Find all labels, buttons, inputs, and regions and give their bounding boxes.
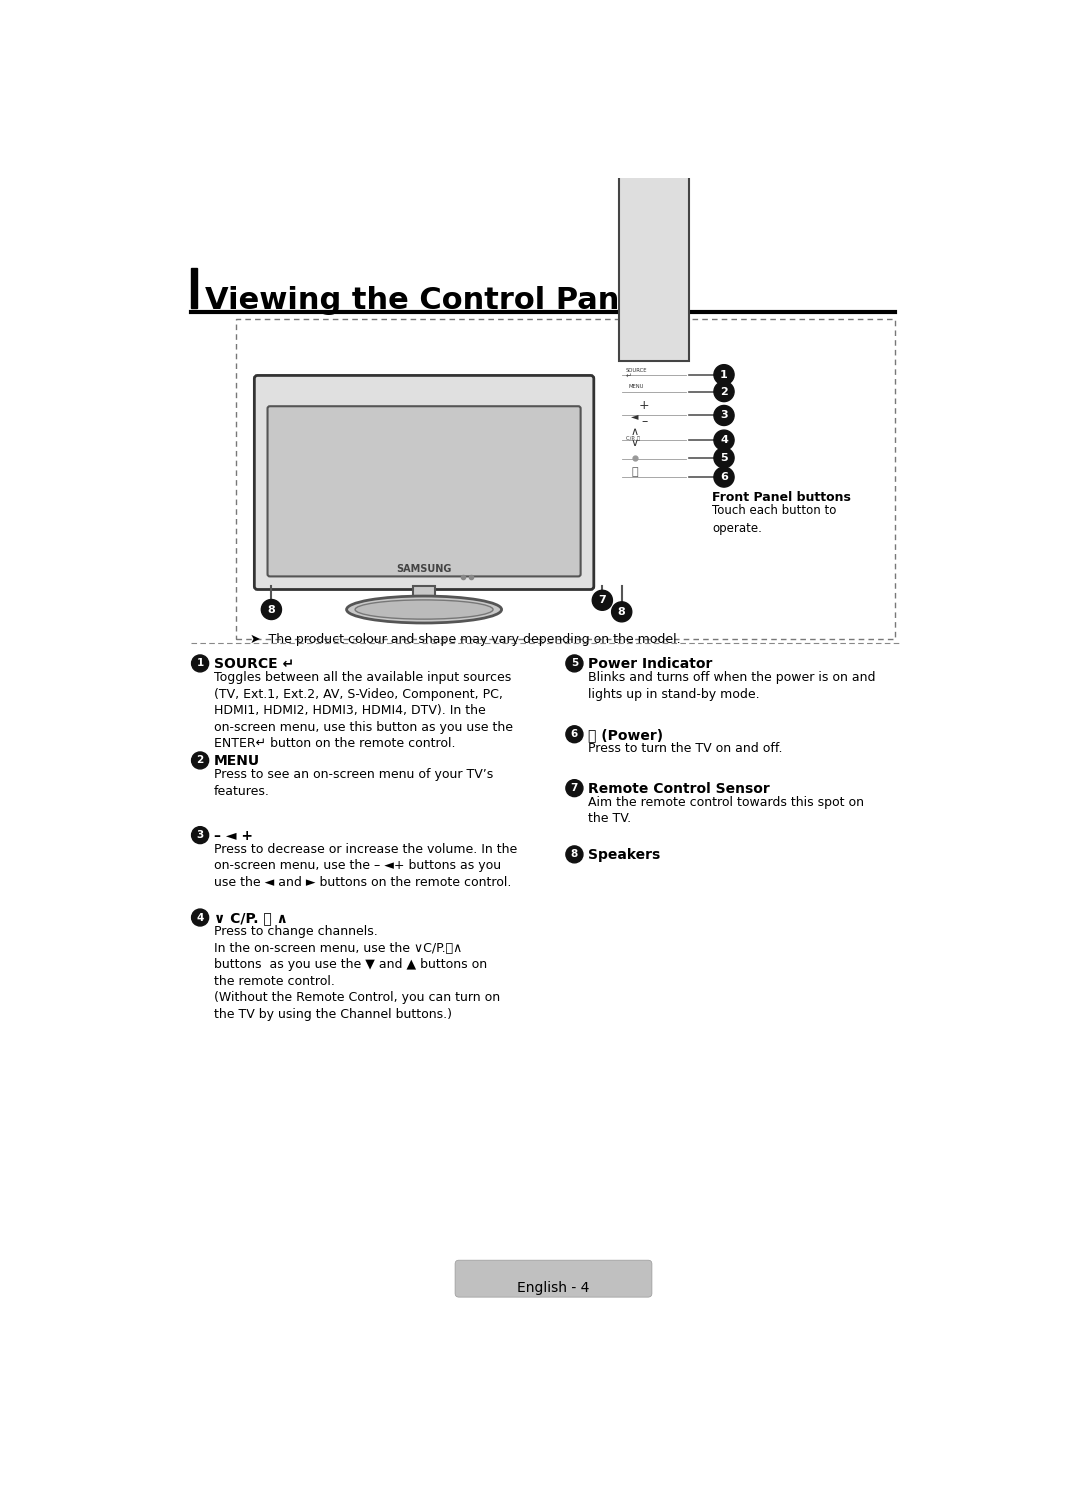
- Text: 5: 5: [720, 453, 728, 462]
- Text: – ◄ +: – ◄ +: [214, 829, 253, 843]
- Text: C/P. ⏻: C/P. ⏻: [625, 435, 639, 441]
- Text: 3: 3: [197, 831, 204, 840]
- FancyBboxPatch shape: [235, 319, 894, 639]
- Text: ➤  The product colour and shape may vary depending on the model.: ➤ The product colour and shape may vary …: [249, 633, 680, 645]
- Circle shape: [714, 429, 734, 450]
- Text: 8: 8: [571, 850, 578, 859]
- Text: Press to turn the TV on and off.: Press to turn the TV on and off.: [589, 742, 783, 755]
- Text: ⏻ (Power): ⏻ (Power): [589, 728, 663, 742]
- Bar: [414, 587, 435, 603]
- Text: 4: 4: [197, 912, 204, 923]
- Text: ↵: ↵: [625, 373, 632, 379]
- Text: Front Panel buttons: Front Panel buttons: [713, 490, 851, 504]
- Text: Press to decrease or increase the volume. In the
on-screen menu, use the – ◄+ bu: Press to decrease or increase the volume…: [214, 843, 517, 889]
- Circle shape: [714, 467, 734, 487]
- Text: 8: 8: [268, 605, 275, 615]
- Text: Press to see an on-screen menu of your TV’s
features.: Press to see an on-screen menu of your T…: [214, 768, 494, 798]
- Text: ◄: ◄: [631, 412, 638, 422]
- Text: MENU: MENU: [629, 383, 644, 389]
- Text: ∨ C/P. ⏻ ∧: ∨ C/P. ⏻ ∧: [214, 911, 288, 926]
- Text: 6: 6: [571, 730, 578, 739]
- Text: Power Indicator: Power Indicator: [589, 657, 713, 672]
- Text: Toggles between all the available input sources
(TV, Ext.1, Ext.2, AV, S-Video, : Toggles between all the available input …: [214, 672, 513, 750]
- Text: 4: 4: [720, 435, 728, 446]
- FancyBboxPatch shape: [255, 376, 594, 590]
- Text: SAMSUNG: SAMSUNG: [396, 565, 451, 575]
- Text: Blinks and turns off when the power is on and
lights up in stand-by mode.: Blinks and turns off when the power is o…: [589, 672, 876, 700]
- Ellipse shape: [347, 596, 501, 623]
- Circle shape: [566, 725, 583, 743]
- Text: 7: 7: [598, 596, 606, 605]
- Text: Viewing the Control Panel: Viewing the Control Panel: [205, 287, 650, 315]
- Text: +: +: [639, 400, 649, 412]
- Circle shape: [566, 846, 583, 863]
- Circle shape: [191, 655, 208, 672]
- Circle shape: [191, 752, 208, 768]
- Text: English - 4: English - 4: [517, 1281, 590, 1294]
- Text: 2: 2: [720, 386, 728, 397]
- Text: ∧: ∧: [631, 426, 639, 437]
- Text: Aim the remote control towards this spot on
the TV.: Aim the remote control towards this spot…: [589, 796, 864, 825]
- Bar: [619, 146, 689, 361]
- Ellipse shape: [355, 600, 494, 620]
- Circle shape: [566, 780, 583, 796]
- Text: 6: 6: [720, 473, 728, 481]
- Text: Press to change channels.
In the on-screen menu, use the ∨C/P.⏻∧
buttons  as you: Press to change channels. In the on-scre…: [214, 926, 500, 1021]
- Text: 2: 2: [197, 755, 204, 765]
- Text: 7: 7: [570, 783, 578, 794]
- Text: 5: 5: [571, 658, 578, 669]
- Circle shape: [714, 406, 734, 425]
- Text: Remote Control Sensor: Remote Control Sensor: [589, 782, 770, 796]
- Circle shape: [714, 447, 734, 468]
- Circle shape: [714, 382, 734, 401]
- Text: SOURCE: SOURCE: [625, 369, 647, 373]
- Circle shape: [191, 826, 208, 844]
- Text: ∨: ∨: [631, 438, 639, 449]
- Text: 1: 1: [720, 370, 728, 379]
- Text: Speakers: Speakers: [589, 849, 661, 862]
- Text: 1: 1: [197, 658, 204, 669]
- Circle shape: [611, 602, 632, 621]
- Text: MENU: MENU: [214, 755, 260, 768]
- Text: –: –: [642, 415, 647, 428]
- Circle shape: [261, 599, 282, 620]
- Text: SOURCE ↵: SOURCE ↵: [214, 657, 294, 672]
- FancyBboxPatch shape: [268, 406, 581, 577]
- FancyBboxPatch shape: [455, 1260, 652, 1297]
- Text: Touch each button to
operate.: Touch each button to operate.: [713, 504, 837, 535]
- Text: 3: 3: [720, 410, 728, 421]
- Circle shape: [191, 909, 208, 926]
- Circle shape: [592, 590, 612, 611]
- Text: ⏻: ⏻: [632, 467, 638, 477]
- Circle shape: [714, 364, 734, 385]
- Text: 8: 8: [618, 606, 625, 617]
- Bar: [191, 267, 197, 308]
- Circle shape: [566, 655, 583, 672]
